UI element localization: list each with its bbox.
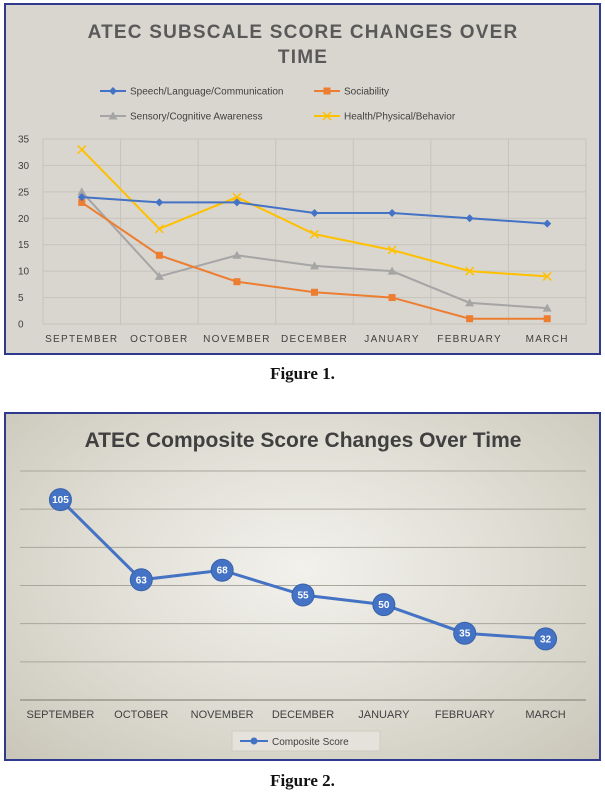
data-point [543,315,551,323]
data-point [465,298,475,307]
data-label: 32 [540,634,552,645]
x-tick-label: SEPTEMBER [26,709,94,721]
x-tick-label: SEPTEMBER [45,334,118,345]
data-point [310,261,319,270]
y-tick-label: 30 [18,161,30,172]
data-point: 55 [291,583,315,607]
y-tick-label: 10 [18,267,30,278]
data-marker [453,621,477,645]
data-point [309,229,320,239]
data-point [388,294,396,302]
composite-line-chart: ATEC Composite Score Changes Over Time SE… [20,429,586,752]
data-point [387,266,397,275]
x-tick-label: NOVEMBER [203,334,271,345]
data-marker [291,583,315,607]
data-label: 50 [378,600,390,611]
data-point [232,250,242,259]
data-marker [48,488,72,512]
data-label: 55 [297,591,309,602]
chart-title-line-1: ATEC SUBSCALE SCORE CHANGES OVER [88,22,519,43]
data-point [465,214,474,223]
data-point: 35 [453,621,477,645]
x-tick-label: JANUARY [358,709,410,721]
data-label: 105 [52,495,69,506]
legend-marker [250,737,258,745]
x-tick-label: MARCH [525,709,565,721]
data-point [543,219,552,228]
x-tick-label: DECEMBER [272,709,334,721]
legend-entry: Composite Score [231,730,381,752]
data-point [465,266,475,276]
data-point [154,271,164,280]
data-point [466,315,474,323]
data-point: 32 [534,627,558,651]
y-tick-label: 25 [18,187,30,198]
series-line [59,498,546,641]
data-point [387,245,397,255]
data-point [388,209,397,217]
data-marker [534,627,558,651]
data-point [311,288,318,296]
data-label: 68 [217,566,229,577]
legend-entry: Sociability [314,87,389,98]
data-point [310,209,319,217]
legend-marker [323,87,331,95]
y-tick-label: 20 [18,214,30,225]
data-point [77,187,87,196]
legend-label: Speech/Language/Communication [130,87,283,98]
data-point: 63 [129,568,153,592]
data-point [232,192,242,202]
y-tick-label: 35 [18,135,30,146]
data-point [154,224,164,234]
data-label: 35 [459,629,471,640]
legend-label: Sensory/Cognitive Awareness [130,112,263,123]
legend-entry: Speech/Language/Communication [100,87,283,98]
data-point [78,198,86,206]
figure-1-chart: ATEC SUBSCALE SCORE CHANGES OVER TIME 0 5 10… [4,3,601,355]
legend-marker [108,111,118,120]
x-tick-label: OCTOBER [130,334,188,345]
x-tick-label: MARCH [526,334,569,345]
x-tick-label: NOVEMBER [191,709,254,721]
data-point [77,145,87,155]
data-marker [129,568,153,592]
legend-label: Composite Score [272,737,349,748]
data-label: 63 [136,575,148,586]
data-point: 50 [372,593,396,617]
data-point [232,198,241,207]
subscale-line-chart: ATEC SUBSCALE SCORE CHANGES OVER TIME 0 5 10… [18,22,587,345]
x-tick-label: DECEMBER [281,334,348,345]
y-tick-label: 15 [18,240,30,251]
legend-label: Health/Physical/Behavior [344,112,456,123]
x-tick-label: FEBRUARY [435,709,495,721]
data-point [542,271,552,281]
figure-2-chart: ATEC Composite Score Changes Over Time SE… [4,412,601,761]
figure-2-caption: Figure 2. [270,771,335,790]
data-point [233,278,241,286]
legend-marker [109,87,117,95]
chart-title: ATEC Composite Score Changes Over Time [85,429,522,452]
legend-entry: Sensory/Cognitive Awareness [100,111,263,123]
legend-marker [322,111,332,121]
data-point [77,193,86,202]
data-marker [210,558,234,582]
y-tick-label: 5 [18,293,24,304]
data-point [155,198,164,207]
legend-label: Sociability [344,87,389,98]
x-tick-label: FEBRUARY [437,334,502,345]
legend-entry: Health/Physical/Behavior [314,111,456,123]
data-marker [372,593,396,617]
x-tick-label: JANUARY [364,334,420,345]
data-point: 68 [210,558,234,582]
x-tick-label: OCTOBER [114,709,168,721]
data-point: 105 [48,488,72,512]
legend-box [231,730,381,752]
figure-1-caption: Figure 1. [270,364,335,383]
data-point [542,303,552,312]
chart-title-line-2: TIME [278,47,328,68]
data-point [155,251,163,259]
y-tick-label: 0 [18,320,24,331]
